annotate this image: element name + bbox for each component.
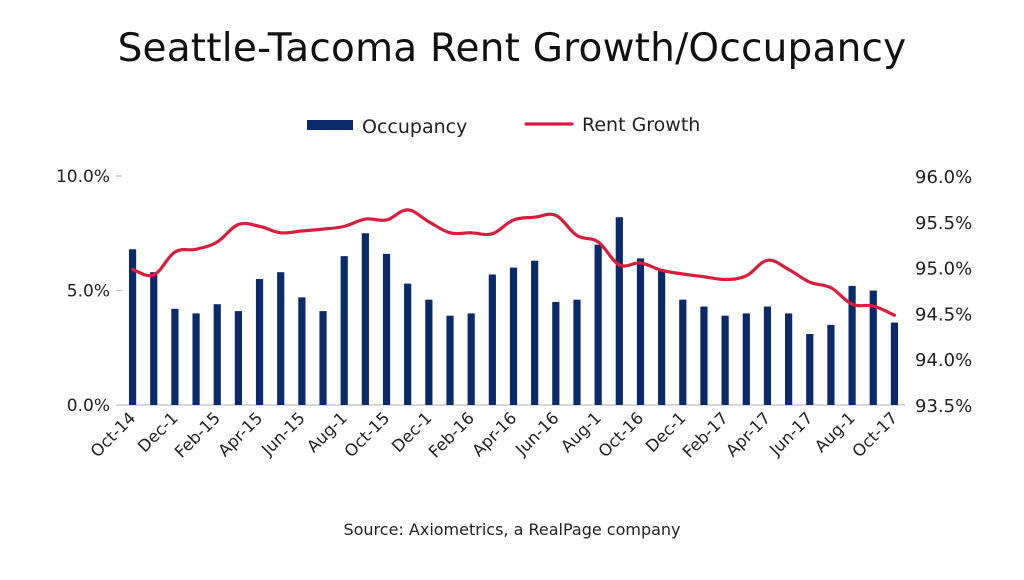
occupancy-bar bbox=[636, 258, 645, 405]
x-axis-tick-label: Feb-16 bbox=[425, 408, 478, 461]
source-note: Source: Axiometrics, a RealPage company bbox=[343, 520, 681, 539]
right-axis-tick-label: 96.0% bbox=[915, 167, 972, 188]
x-axis-tick-label: Apr-15 bbox=[214, 408, 266, 460]
occupancy-bar bbox=[255, 279, 264, 405]
occupancy-bar bbox=[700, 306, 708, 405]
occupancy-bar bbox=[806, 334, 814, 405]
occupancy-bar bbox=[785, 313, 793, 405]
right-axis-tick-label: 94.5% bbox=[915, 304, 972, 325]
legend-rent-growth-label: Rent Growth bbox=[582, 114, 700, 136]
left-axis-tick-label: 10.0% bbox=[56, 167, 110, 187]
occupancy-bar bbox=[509, 267, 518, 405]
occupancy-bar bbox=[488, 274, 496, 405]
occupancy-bar bbox=[446, 315, 454, 405]
occupancy-bar bbox=[679, 299, 687, 405]
occupancy-bar bbox=[425, 299, 433, 405]
rent-growth-line-group bbox=[130, 208, 897, 317]
x-axis-tick-label: Oct-16 bbox=[595, 408, 648, 461]
legend-occupancy-swatch bbox=[307, 120, 353, 130]
occupancy-bar bbox=[171, 308, 179, 405]
occupancy-bar bbox=[192, 313, 200, 405]
right-axis-tick-label: 94.0% bbox=[915, 350, 972, 371]
x-axis-tick-label: Feb-15 bbox=[171, 408, 224, 461]
occupancy-bar bbox=[298, 297, 306, 405]
occupancy-bar bbox=[128, 249, 137, 405]
rent-growth-line bbox=[130, 208, 897, 317]
x-axis-tick-label: Feb-17 bbox=[679, 408, 732, 461]
occupancy-bar bbox=[658, 269, 666, 405]
occupancy-bar bbox=[827, 324, 835, 405]
x-axis-tick-label: Jun-17 bbox=[765, 408, 816, 459]
occupancy-bar bbox=[573, 299, 581, 405]
x-axis-tick-label: Apr-16 bbox=[468, 408, 520, 460]
right-axis-tick-label: 93.5% bbox=[915, 396, 972, 417]
x-axis-tick-label: Jun-16 bbox=[511, 408, 562, 459]
occupancy-bar bbox=[213, 304, 221, 405]
occupancy-bar bbox=[721, 315, 729, 405]
occupancy-bar bbox=[150, 272, 158, 405]
right-axis-tick-label: 95.5% bbox=[915, 213, 972, 234]
left-axis-tick-label: 5.0% bbox=[67, 282, 110, 302]
occupancy-bar bbox=[404, 283, 412, 405]
chart-title: Seattle-Tacoma Rent Growth/Occupancy bbox=[117, 26, 907, 71]
occupancy-bar bbox=[234, 311, 242, 405]
occupancy-bar bbox=[467, 313, 475, 405]
occupancy-bar bbox=[382, 253, 391, 405]
legend-occupancy-label: Occupancy bbox=[362, 116, 467, 138]
x-axis-tick-label: Oct-17 bbox=[849, 408, 902, 461]
left-axis-tick-label: 0.0% bbox=[67, 396, 110, 416]
x-axis-ticks: Oct-14Dec-1Feb-15Apr-15Jun-15Aug-1Oct-15… bbox=[87, 408, 902, 461]
x-axis-tick-label: Apr-17 bbox=[722, 408, 774, 460]
legend: Occupancy Rent Growth bbox=[307, 114, 700, 138]
x-axis-tick-label: Oct-14 bbox=[87, 408, 140, 461]
occupancy-bar bbox=[531, 260, 539, 405]
occupancy-bar bbox=[340, 256, 348, 405]
x-axis-tick-label: Oct-15 bbox=[341, 408, 394, 461]
occupancy-bar bbox=[594, 244, 602, 405]
occupancy-bar bbox=[615, 217, 623, 405]
occupancy-bar bbox=[742, 313, 750, 405]
occupancy-bar bbox=[319, 311, 327, 405]
occupancy-bar bbox=[552, 301, 560, 405]
occupancy-bar bbox=[848, 285, 856, 405]
occupancy-bar bbox=[361, 233, 369, 405]
x-axis-tick-label: Jun-15 bbox=[257, 408, 308, 459]
occupancy-bar bbox=[890, 322, 899, 405]
occupancy-bar bbox=[277, 272, 285, 405]
right-axis-tick-label: 95.0% bbox=[915, 259, 972, 280]
occupancy-bars bbox=[128, 217, 899, 405]
occupancy-bar bbox=[869, 290, 877, 405]
occupancy-bar bbox=[763, 306, 772, 405]
